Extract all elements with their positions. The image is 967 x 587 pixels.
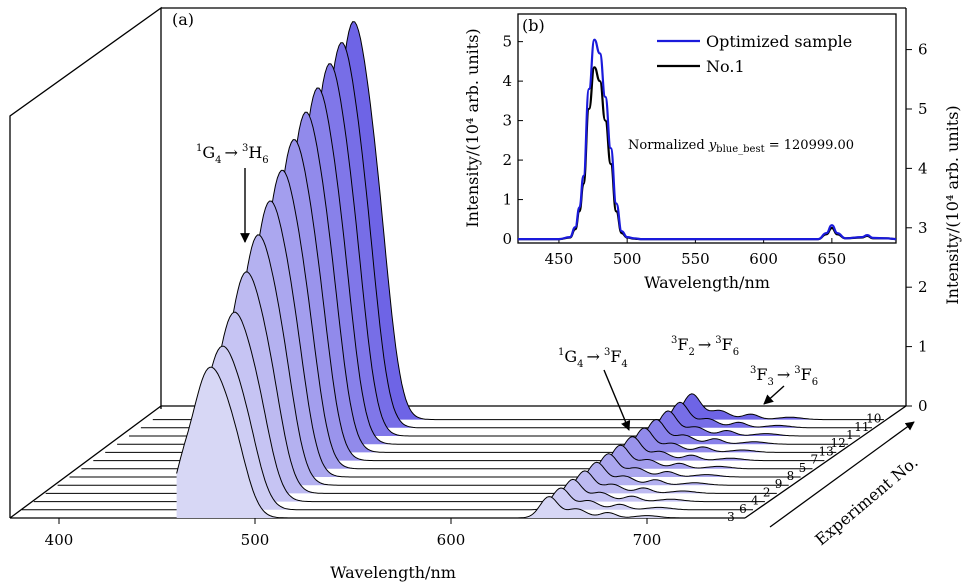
- spectrum-line-10: [318, 21, 884, 421]
- experiment-label-1: 1: [846, 428, 854, 442]
- y-tick-label-6: 6: [918, 41, 928, 59]
- x-tick-label-400: 400: [45, 531, 74, 549]
- experiment-label-12: 12: [830, 436, 845, 450]
- arrow-g4-f4: [603, 369, 631, 431]
- svg-text:1G4→3F4: 1G4 → 3F4: [558, 347, 628, 370]
- experiment-label-7: 7: [810, 453, 818, 467]
- frame-left-wall: [9, 6, 162, 518]
- frame-depth-right: [744, 405, 907, 519]
- annotation-f3-f6: 3F3 → 3F6: [750, 365, 818, 405]
- panel-b-label: (b): [522, 16, 545, 35]
- depth-axis-arrow: [769, 421, 915, 528]
- inset-axes: 450 500 550 600 650 0 1 2 3 4 5: [502, 33, 846, 268]
- y-tick-label-1: 1: [918, 338, 928, 356]
- spectrum-line-7: [259, 139, 825, 462]
- normalized-annotation: Normalized yblue_best = 120999.00: [628, 138, 854, 155]
- experiment-label-2: 2: [763, 485, 771, 499]
- spectrum-line-11: [307, 42, 872, 429]
- spectrum-line-8: [235, 200, 801, 478]
- svg-text:3F2→3F6: 3F2 → 3F6: [671, 335, 739, 358]
- inset-y-label: Intensity/(10⁴ arb. units): [463, 28, 482, 227]
- inset-x-tick-label-650: 650: [818, 250, 847, 268]
- inset-x-tick-label-450: 450: [545, 250, 574, 268]
- experiment-label-6: 6: [739, 502, 747, 516]
- inset-x-tick-label-550: 550: [681, 250, 710, 268]
- experiment-label-13: 13: [819, 444, 834, 458]
- inset-y-tick-label-1: 1: [502, 191, 512, 209]
- inset-y-tick-label-3: 3: [502, 112, 512, 130]
- inset-line-optimized: [518, 38, 896, 241]
- x-tick-label-600: 600: [437, 531, 466, 549]
- inset-x-tick-label-600: 600: [749, 250, 778, 268]
- legend-label-optimized: Optimized sample: [706, 32, 852, 51]
- spectrum-line-5: [247, 169, 813, 470]
- y-tick-label-0: 0: [918, 397, 928, 415]
- waterfall-curves: [10, 21, 884, 519]
- inset-y-tick-label-5: 5: [502, 33, 512, 51]
- x-tick-label-500: 500: [241, 531, 270, 549]
- inset-y-tick-label-4: 4: [502, 72, 512, 90]
- spectrum-line-9: [223, 234, 789, 486]
- arrow-f3-f6: [763, 385, 785, 405]
- x-tick-label-700: 700: [633, 531, 662, 549]
- experiment-label-9: 9: [775, 477, 783, 491]
- inset-y-tick-label-0: 0: [502, 230, 512, 248]
- spectrum-line-2: [211, 271, 777, 494]
- inset-legend: Optimized sample No.1: [657, 32, 852, 76]
- inset-x-tick-label-500: 500: [613, 250, 642, 268]
- spectrum-line-6: [188, 345, 753, 511]
- spectrum-line-13: [271, 111, 837, 453]
- frame-depth-left: [9, 405, 162, 519]
- annotation-g4-f4: 1G4 → 3F4: [558, 347, 631, 431]
- experiment-axis-label: Experiment No.: [811, 452, 921, 549]
- svg-text:3F3→3F6: 3F3 → 3F6: [750, 365, 818, 388]
- inset-x-label: Wavelength/nm: [644, 273, 770, 292]
- experiment-label-11: 11: [854, 420, 869, 434]
- y-axis-label-right: Intensity/(10⁴ arb. units): [943, 105, 962, 304]
- svg-text:1G4→3H6: 1G4 → 3H6: [196, 143, 269, 166]
- spectrum-fill-3: [176, 367, 742, 518]
- y-tick-label-2: 2: [918, 278, 928, 296]
- inset-y-tick-label-2: 2: [502, 151, 512, 169]
- experiment-label-8: 8: [787, 469, 795, 483]
- spectrum-line-3: [176, 366, 742, 519]
- x-axis-label: Wavelength/nm: [330, 563, 456, 582]
- spectrum-line-1: [295, 63, 861, 437]
- panel-a-label: (a): [172, 10, 194, 29]
- experiment-label-3: 3: [727, 510, 735, 524]
- experiment-label-4: 4: [751, 494, 759, 508]
- annotation-f2-f6: 3F2 → 3F6: [671, 335, 739, 358]
- y-tick-label-4: 4: [918, 159, 928, 177]
- inset-lines: [518, 38, 896, 241]
- spectrum-line-12: [283, 87, 849, 445]
- experiment-label-5: 5: [799, 461, 807, 475]
- y-tick-label-5: 5: [918, 100, 928, 118]
- experiment-label-10: 10: [866, 412, 881, 426]
- annotation-g4-h6: 1G4 → 3H6: [196, 143, 269, 243]
- spectrum-line-4: [199, 311, 765, 503]
- y-tick-label-3: 3: [918, 219, 928, 237]
- legend-label-no1: No.1: [706, 57, 745, 76]
